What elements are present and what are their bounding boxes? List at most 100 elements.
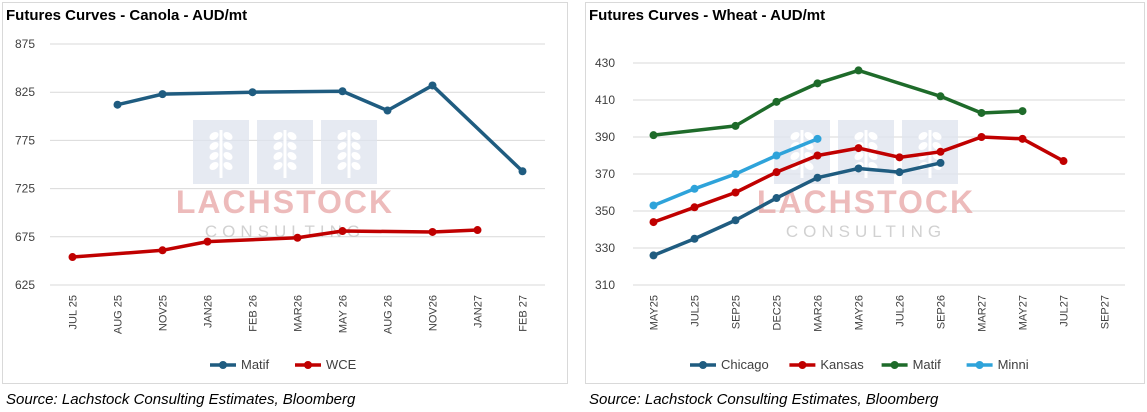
data-point-matif [854, 66, 863, 75]
watermark-sub: CONSULTING [786, 222, 946, 241]
wheat-grain-icon [868, 141, 878, 151]
wheat-grain-icon [223, 141, 233, 151]
y-tick-label: 330 [595, 241, 615, 255]
watermark-sub: CONSULTING [205, 222, 365, 241]
y-tick-label: 410 [595, 93, 615, 107]
y-tick-label: 725 [15, 182, 35, 196]
data-point-wce [473, 226, 482, 235]
x-tick-label: JUL26 [895, 295, 907, 327]
data-point-kansas [731, 188, 740, 197]
x-tick-label: DEC25 [772, 295, 784, 330]
wheat-grain-icon [790, 151, 800, 161]
legend-label: WCE [326, 357, 357, 372]
legend-label: Chicago [721, 357, 769, 372]
x-tick-label: MAY26 [854, 295, 866, 330]
legend-marker [304, 361, 312, 369]
x-tick-label: MAR27 [977, 295, 989, 332]
data-point-matif [772, 97, 781, 106]
x-tick-label: FEB 26 [248, 295, 260, 332]
chart-source: Source: Lachstock Consulting Estimates, … [589, 391, 939, 408]
data-point-wce [203, 237, 212, 246]
wheat-grain-icon [854, 151, 864, 161]
wheat-grain-icon [223, 161, 233, 171]
data-point-chicago [936, 158, 945, 167]
wheat-grain-icon [209, 141, 219, 151]
data-point-matif [518, 167, 527, 176]
data-point-kansas [854, 144, 863, 153]
data-point-matif [1018, 107, 1027, 116]
data-point-matif [428, 81, 437, 90]
x-tick-label: SEP26 [936, 295, 948, 329]
y-tick-label: 675 [15, 230, 35, 244]
y-tick-label: 430 [595, 56, 615, 70]
wheat-grain-icon [209, 161, 219, 171]
data-point-wce [158, 246, 167, 255]
wheat-grain-icon [868, 151, 878, 161]
x-tick-label: JAN27 [473, 295, 485, 328]
data-point-chicago [895, 168, 904, 177]
data-point-matif [731, 121, 740, 130]
x-tick-label: FEB 27 [518, 295, 530, 332]
x-tick-label: MAY27 [1018, 295, 1030, 330]
legend-label: Kansas [820, 357, 864, 372]
data-point-kansas [936, 147, 945, 156]
wheat-grain-icon [273, 141, 283, 151]
data-point-kansas [1059, 157, 1068, 166]
wheat-grain-icon [287, 161, 297, 171]
chart-frame [585, 2, 1145, 384]
chart-frame [2, 2, 568, 384]
data-point-chicago [854, 164, 863, 173]
wheat-grain-icon [351, 131, 361, 141]
data-point-chicago [690, 234, 699, 243]
wheat-grain-icon [918, 131, 928, 141]
x-tick-label: JUL 25 [68, 295, 80, 329]
x-tick-label: JAN26 [203, 295, 215, 328]
data-point-chicago [649, 251, 658, 260]
x-tick-label: MAY25 [649, 295, 661, 330]
x-tick-label: MAY 26 [338, 295, 350, 333]
wheat-grain-icon [337, 131, 347, 141]
data-point-wce [428, 227, 437, 236]
x-tick-label: SEP27 [1100, 295, 1112, 329]
wheat-grain-icon [223, 131, 233, 141]
x-tick-label: MAR26 [813, 295, 825, 332]
wheat-grain-icon [223, 151, 233, 161]
series-line-chicago [651, 161, 943, 258]
data-point-minni [772, 151, 781, 160]
x-tick-label: AUG 26 [383, 295, 395, 334]
wheat-grain-icon [337, 151, 347, 161]
wheat-chart: 310 330 350 370 390 410 430 LACHSTOCK CONSULTING… [595, 56, 1125, 372]
wheat-grain-icon [273, 151, 283, 161]
x-tick-label: AUG 25 [113, 295, 125, 334]
wheat-chart-panel: 310 330 350 370 390 410 430 LACHSTOCK CONSULTING… [583, 0, 1147, 412]
data-point-matif [113, 100, 122, 109]
data-point-chicago [813, 173, 822, 182]
x-tick-label: MAR26 [293, 295, 305, 332]
wheat-grain-icon [209, 131, 219, 141]
data-point-kansas [649, 218, 658, 227]
wheat-grain-icon [804, 161, 814, 171]
data-point-kansas [690, 203, 699, 212]
panel-divider [574, 0, 580, 412]
data-point-minni [649, 201, 658, 210]
watermark-brand: LACHSTOCK [176, 184, 394, 220]
data-point-matif [158, 90, 167, 99]
data-point-minni [731, 170, 740, 178]
wheat-grain-icon [351, 151, 361, 161]
legend-marker [219, 361, 227, 369]
chart-source: Source: Lachstock Consulting Estimates, … [6, 391, 356, 408]
y-tick-label: 310 [595, 278, 615, 292]
x-tick-label: SEP25 [731, 295, 743, 329]
y-tick-label: 775 [15, 133, 35, 147]
wheat-grain-icon [790, 131, 800, 141]
y-tick-label: 370 [595, 167, 615, 181]
data-point-matif [813, 79, 822, 88]
wheat-grain-icon [337, 141, 347, 151]
y-tick-label: 625 [15, 278, 35, 292]
wheat-grain-icon [337, 161, 347, 171]
legend-marker [890, 361, 899, 369]
wheat-grain-icon [287, 141, 297, 151]
series-line-matif [651, 68, 1025, 137]
data-point-chicago [772, 194, 781, 203]
wheat-grain-icon [273, 131, 283, 141]
